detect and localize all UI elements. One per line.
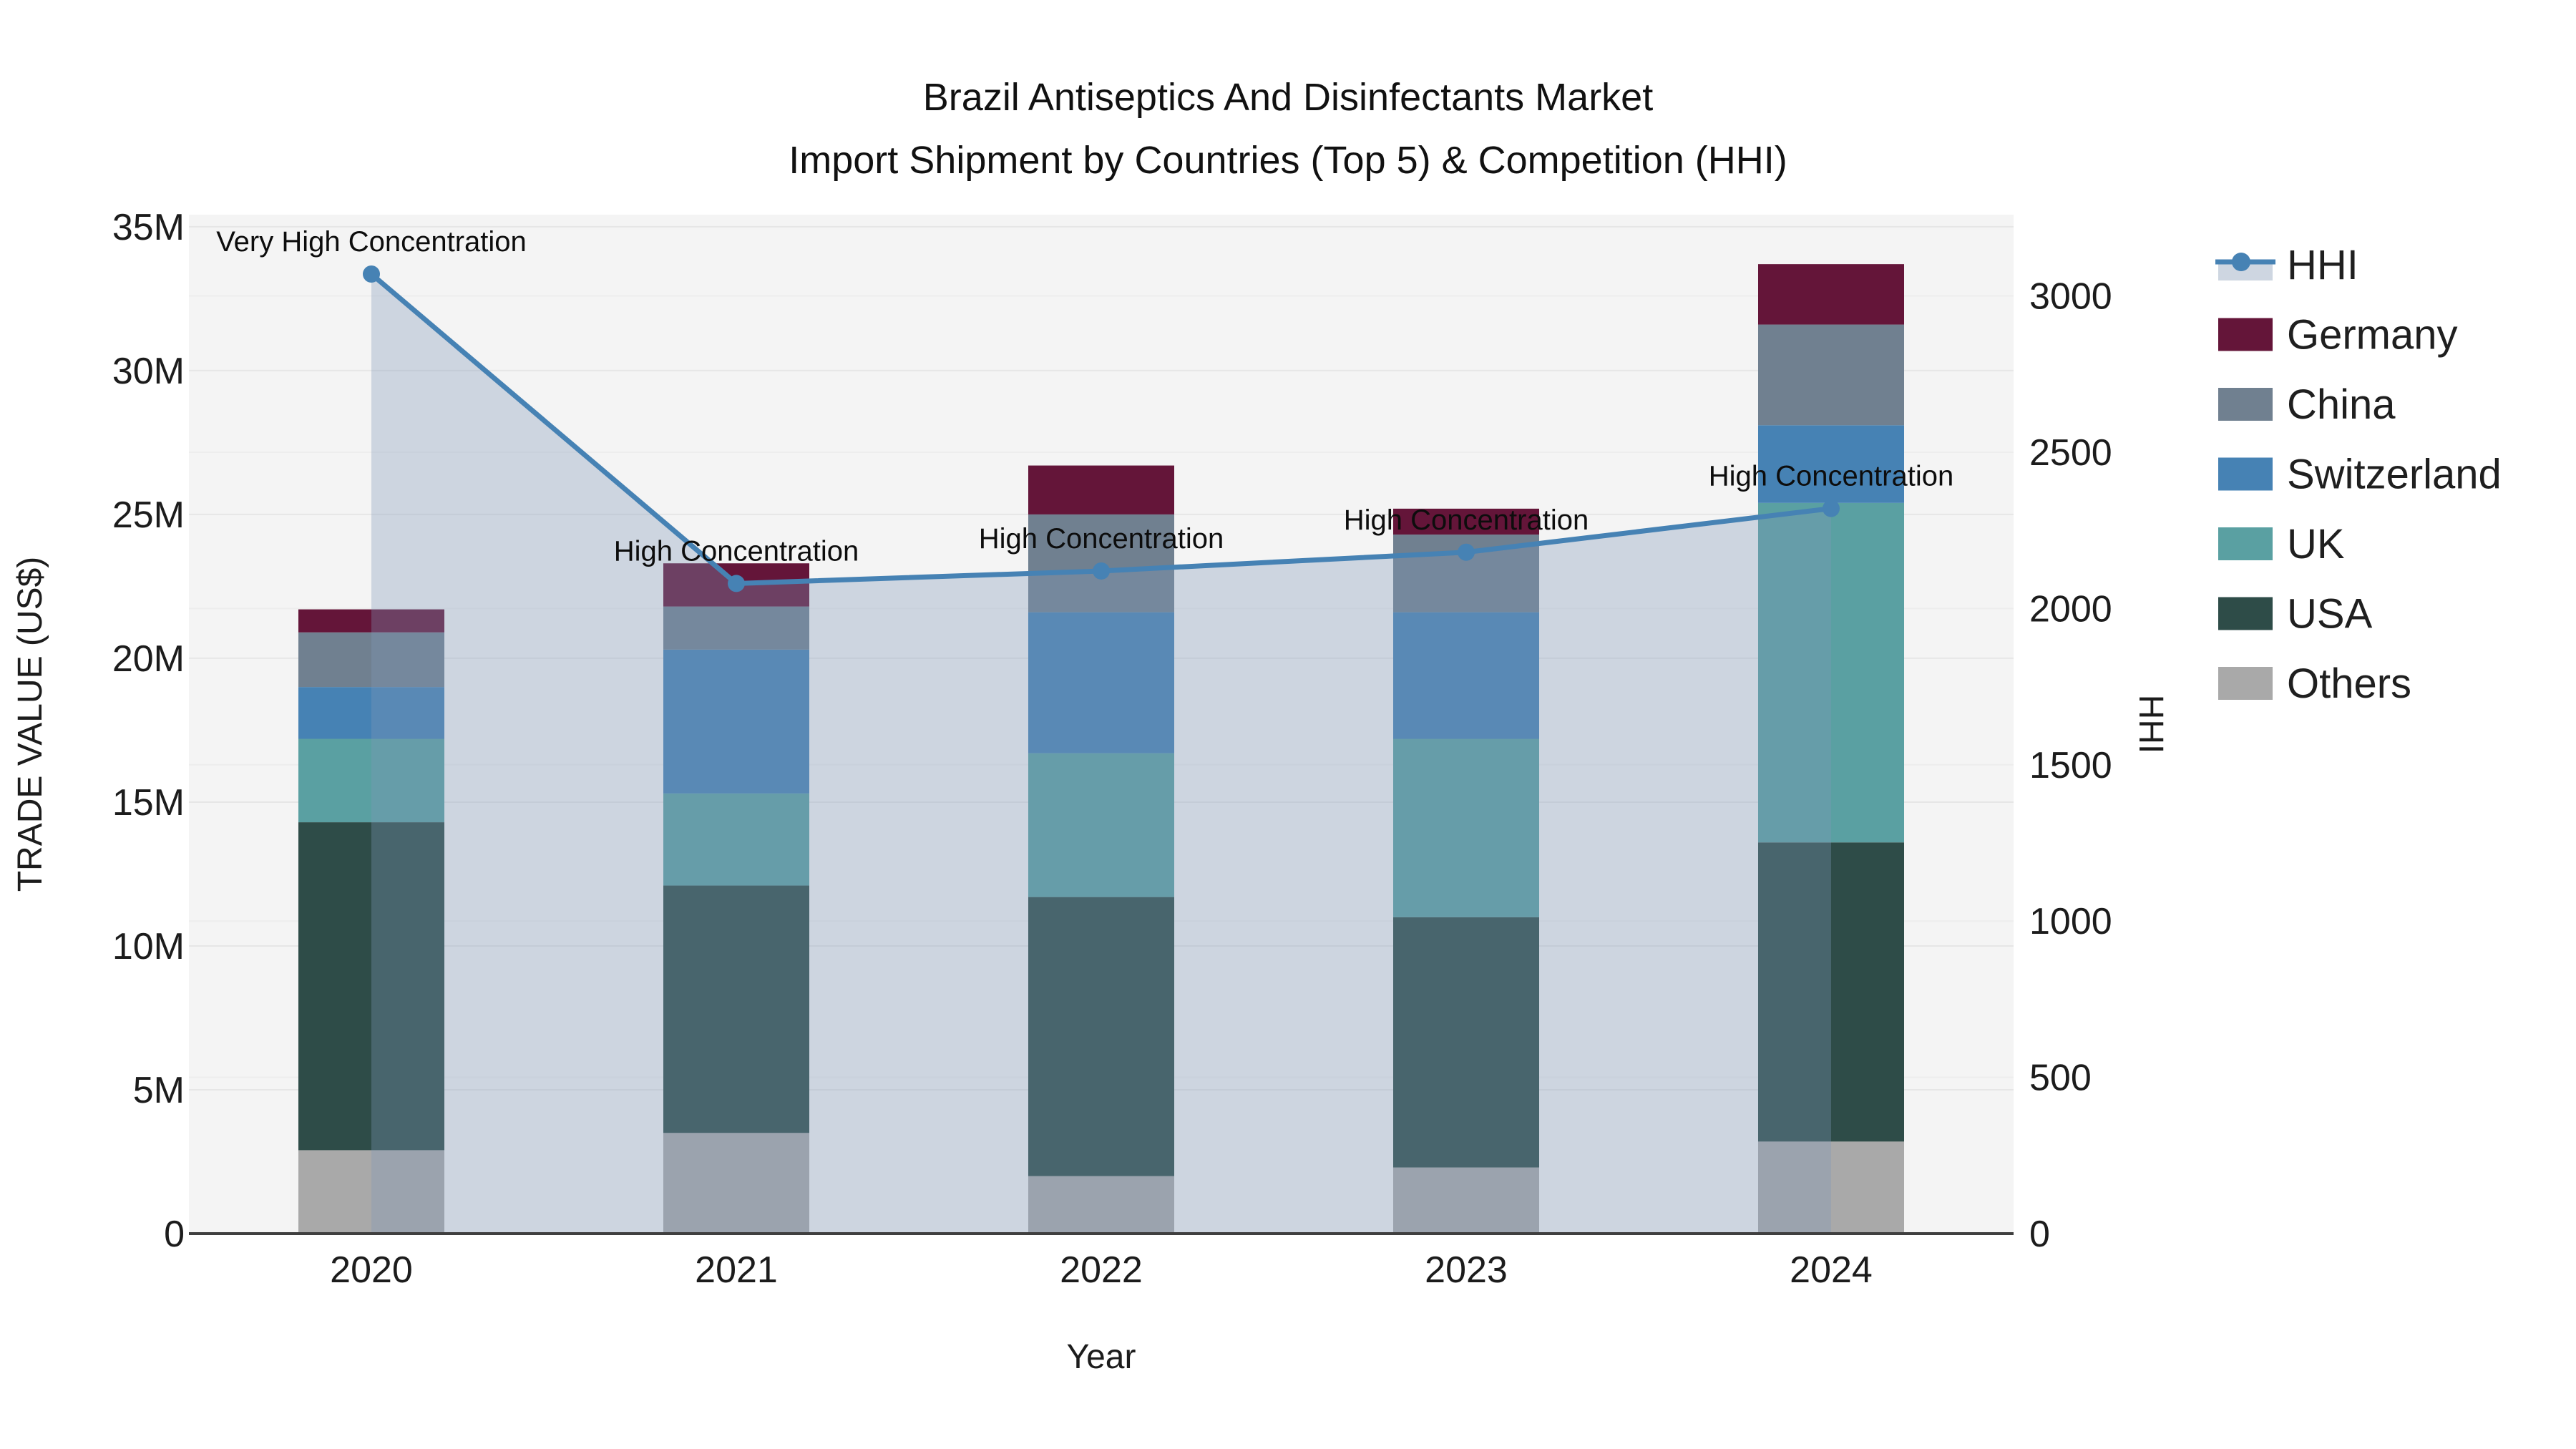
x-axis-title: Year: [1067, 1338, 1136, 1376]
x-tick-label-2021: 2021: [695, 1249, 778, 1291]
bar-segment-2022-switzerland: [1028, 612, 1174, 753]
legend-swatch-others[interactable]: [2218, 667, 2273, 700]
bar-segment-2023-others: [1393, 1167, 1539, 1234]
legend-swatch-usa[interactable]: [2218, 597, 2273, 630]
bar-segment-2022-others: [1028, 1176, 1174, 1234]
bar-segment-2021-usa: [663, 885, 809, 1133]
legend-swatch-uk[interactable]: [2218, 527, 2273, 560]
y2-tick-label-500: 500: [2029, 1058, 2092, 1099]
legend-swatch-switzerland[interactable]: [2218, 457, 2273, 491]
annotation-2022: High Concentration: [979, 523, 1224, 555]
y2-axis-title: HHI: [2132, 695, 2170, 754]
y2-tick-label-1500: 1500: [2029, 745, 2112, 786]
legend-swatch-china[interactable]: [2218, 388, 2273, 421]
bar-segment-2023-uk: [1393, 738, 1539, 917]
x-tick-label-2023: 2023: [1425, 1249, 1508, 1291]
bar-segment-2020-usa: [298, 822, 444, 1151]
legend-swatch-germany[interactable]: [2218, 318, 2273, 351]
bar-segment-2021-others: [663, 1133, 809, 1234]
x-tick-label-2020: 2020: [330, 1249, 413, 1291]
bar-segment-2024-switzerland: [1758, 425, 1904, 503]
hhi-marker-2024: [1823, 499, 1840, 517]
hhi-marker-2022: [1093, 562, 1110, 580]
hhi-marker-2021: [728, 575, 745, 592]
bar-segment-2021-switzerland: [663, 649, 809, 794]
y2-tick-label-1000: 1000: [2029, 901, 2112, 942]
bar-segment-2020-switzerland: [298, 687, 444, 739]
bar-segment-2022-usa: [1028, 897, 1174, 1176]
hhi-marker-2023: [1458, 543, 1475, 561]
bar-segment-2024-others: [1758, 1141, 1904, 1234]
chart-title-line2: Import Shipment by Countries (Top 5) & C…: [789, 139, 1787, 182]
y2-tick-label-3000: 3000: [2029, 276, 2112, 318]
bar-segment-2020-others: [298, 1150, 444, 1234]
bar-segment-2023-germany: [1393, 508, 1539, 535]
bar-segment-2021-china: [663, 606, 809, 650]
legend-label-usa[interactable]: USA: [2287, 591, 2373, 638]
hhi-area-fill: [371, 273, 1831, 1234]
chart-title: Brazil Antiseptics And Disinfectants Mar…: [0, 66, 2576, 192]
y-tick-label-20M: 20M: [112, 638, 185, 680]
legend-label-germany[interactable]: Germany: [2287, 312, 2458, 358]
y2-tick-label-2500: 2500: [2029, 432, 2112, 474]
legend-label-hhi[interactable]: HHI: [2287, 242, 2358, 288]
legend-label-china[interactable]: China: [2287, 381, 2396, 428]
bar-segment-2024-china: [1758, 324, 1904, 426]
bar-segment-2020-germany: [298, 609, 444, 633]
legend-swatch-hhi-marker[interactable]: [2232, 253, 2250, 271]
bar-segment-2020-uk: [298, 738, 444, 823]
y-tick-label-35M: 35M: [112, 207, 185, 248]
bar-segment-2024-germany: [1758, 264, 1904, 325]
y-tick-label-5M: 5M: [133, 1070, 185, 1111]
bar-segment-2023-switzerland: [1393, 612, 1539, 739]
bar-segment-2024-uk: [1758, 502, 1904, 843]
legend-label-switzerland[interactable]: Switzerland: [2287, 452, 2502, 498]
bar-segment-2021-uk: [663, 793, 809, 886]
bar-segment-2024-usa: [1758, 842, 1904, 1142]
hhi-marker-2020: [363, 265, 380, 283]
chart-title-line1: Brazil Antiseptics And Disinfectants Mar…: [922, 76, 1654, 119]
annotation-2024: High Concentration: [1709, 461, 1953, 492]
legend-label-uk[interactable]: UK: [2287, 521, 2345, 567]
y2-tick-label-2000: 2000: [2029, 588, 2112, 630]
y-tick-label-30M: 30M: [112, 351, 185, 392]
y-tick-label-0: 0: [164, 1214, 185, 1255]
bar-segment-2022-uk: [1028, 753, 1174, 897]
y2-tick-label-0: 0: [2029, 1214, 2050, 1255]
x-tick-label-2024: 2024: [1790, 1249, 1873, 1291]
bar-segment-2022-germany: [1028, 465, 1174, 514]
legend-label-others[interactable]: Others: [2287, 660, 2411, 707]
y-tick-label-15M: 15M: [112, 782, 185, 824]
y-tick-label-10M: 10M: [112, 926, 185, 967]
y-tick-label-25M: 25M: [112, 494, 185, 536]
annotation-2023: High Concentration: [1344, 504, 1589, 536]
x-tick-label-2022: 2022: [1060, 1249, 1143, 1291]
y-axis-title: TRADE VALUE (US$): [11, 557, 49, 892]
bar-segment-2023-usa: [1393, 917, 1539, 1168]
annotation-2020: Very High Concentration: [216, 226, 527, 258]
annotation-2021: High Concentration: [614, 535, 859, 567]
bar-segment-2020-china: [298, 632, 444, 688]
